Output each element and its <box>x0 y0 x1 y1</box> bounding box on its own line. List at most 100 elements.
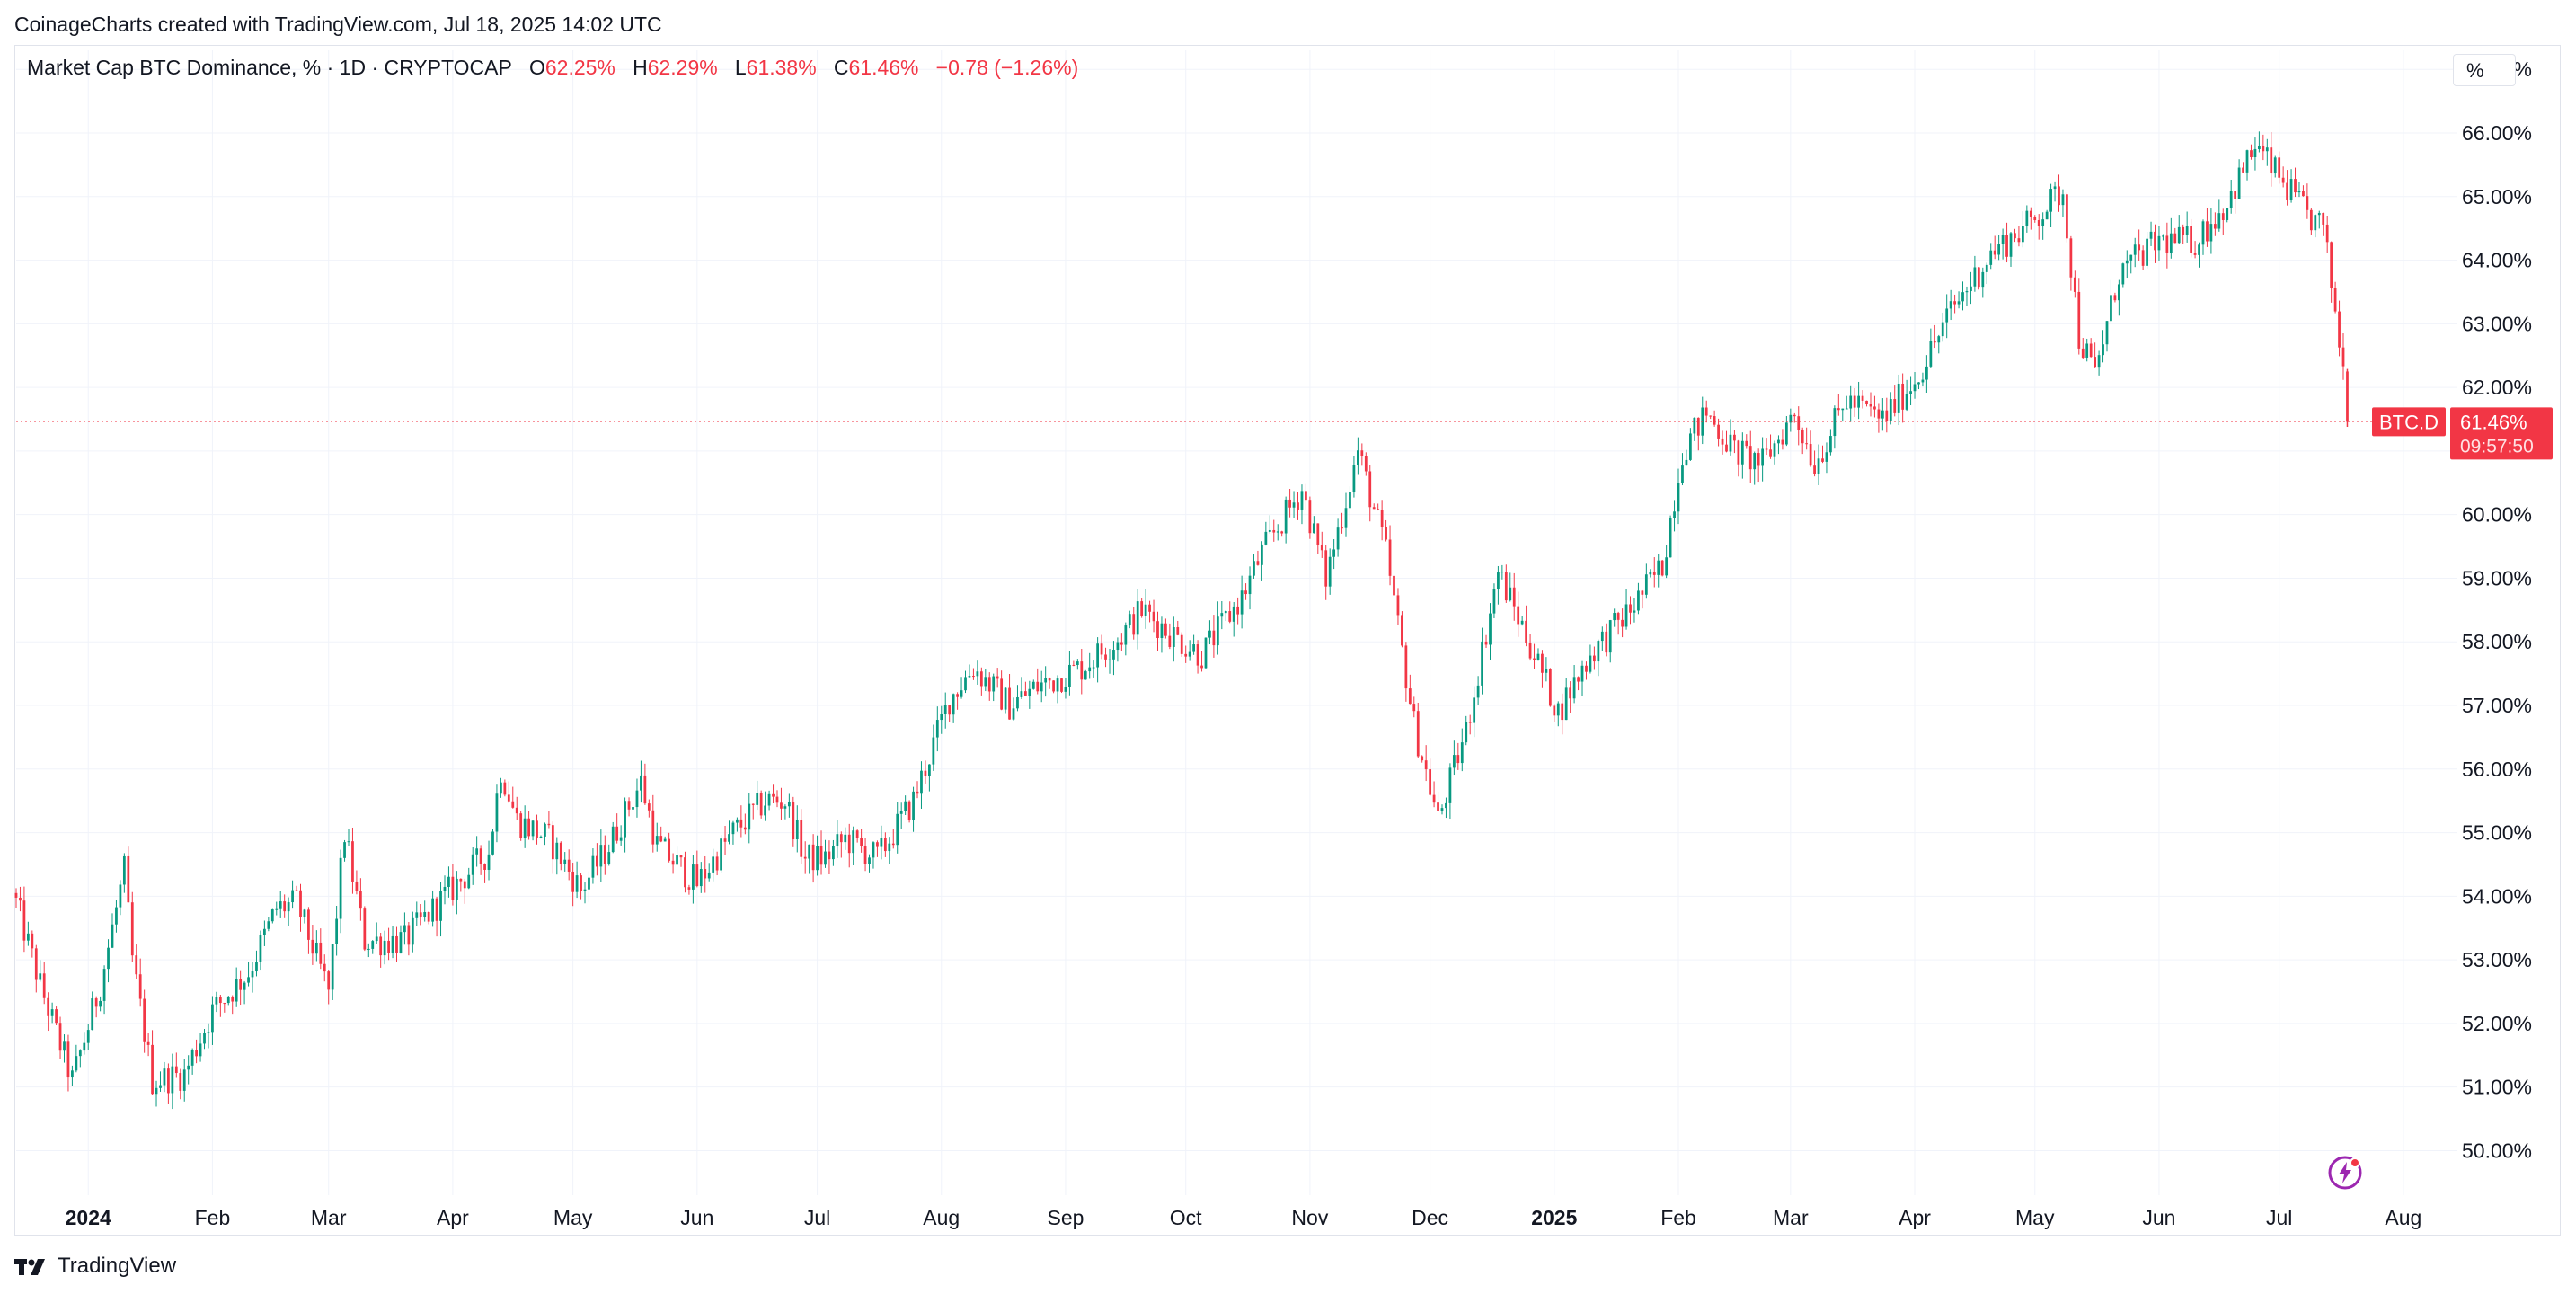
candle-body <box>78 1050 82 1057</box>
candle <box>1500 564 1504 580</box>
candle <box>295 885 298 891</box>
candle <box>190 1048 194 1075</box>
candle <box>1240 575 1244 629</box>
candle <box>1757 448 1760 483</box>
candle <box>2061 189 2065 217</box>
candle-body <box>588 877 590 890</box>
candle-body <box>500 782 502 794</box>
candle <box>996 668 999 688</box>
candle-body <box>403 925 406 933</box>
candle <box>1336 518 1340 557</box>
candle-body <box>1489 613 1492 645</box>
brand[interactable]: TradingView <box>14 1254 176 1279</box>
candle <box>1437 792 1439 812</box>
candle <box>1160 616 1164 653</box>
candle <box>1356 437 1359 475</box>
candle <box>1244 583 1247 600</box>
y-tick-label: 64.00% <box>2462 249 2532 272</box>
candle-body <box>1152 611 1155 622</box>
candle <box>463 878 466 904</box>
candle <box>580 873 582 900</box>
candle <box>1945 294 1949 339</box>
candle-body <box>2053 186 2057 190</box>
candle-body <box>1096 643 1100 668</box>
candle-body <box>1228 611 1232 622</box>
candle-body <box>66 1041 70 1078</box>
candle <box>659 826 663 843</box>
candle-body <box>443 886 447 891</box>
candle <box>1060 678 1063 694</box>
candle <box>591 848 595 884</box>
candle-body <box>395 935 398 953</box>
candle <box>515 796 518 820</box>
candle-body <box>880 838 883 847</box>
candle <box>231 995 235 1015</box>
candle <box>2281 166 2285 188</box>
candle <box>187 1055 190 1085</box>
candle-body <box>1349 492 1351 509</box>
candle-body <box>663 838 667 842</box>
candle-body <box>1973 267 1977 287</box>
candle-body <box>1945 308 1949 323</box>
candle-body <box>783 806 787 809</box>
candle-body <box>1016 696 1019 709</box>
percent-scale-button[interactable]: % <box>2453 54 2516 86</box>
candle-body <box>1100 643 1103 655</box>
candle <box>1200 651 1203 672</box>
candle <box>319 928 323 970</box>
candle-body <box>1497 572 1500 589</box>
candle-body <box>916 791 919 794</box>
candle <box>1941 312 1944 342</box>
candle-body <box>547 823 551 826</box>
candle <box>323 954 326 982</box>
candle <box>1108 648 1111 674</box>
candle-body <box>1393 575 1395 596</box>
candle-body <box>1873 406 1876 410</box>
candle-body <box>756 793 759 805</box>
candle <box>972 668 975 680</box>
candle-body <box>1056 678 1059 692</box>
candle <box>976 660 979 685</box>
candle-body <box>1548 669 1552 706</box>
candle-body <box>1028 688 1031 696</box>
candle-body <box>2169 233 2173 253</box>
candle <box>1440 804 1444 815</box>
candle-body <box>1264 531 1268 545</box>
candle <box>2213 212 2217 236</box>
candle-body <box>632 807 634 810</box>
candle-body <box>239 978 243 990</box>
candle <box>1168 623 1172 650</box>
candle <box>2278 151 2281 184</box>
candle-body <box>1644 574 1648 595</box>
lightning-icon[interactable] <box>2327 1155 2363 1191</box>
candle-body <box>1957 301 1961 305</box>
candle-body <box>1509 587 1512 601</box>
candle-body <box>483 864 486 870</box>
y-tick-label: 62.00% <box>2462 376 2532 399</box>
candle-body <box>130 902 134 956</box>
candle <box>331 944 334 1001</box>
candle <box>167 1063 170 1104</box>
candle-body <box>2089 343 2093 358</box>
candle-body <box>883 838 887 852</box>
candle-body <box>808 844 811 859</box>
candle <box>2341 333 2345 380</box>
candle <box>1704 400 1708 423</box>
candle <box>263 920 266 946</box>
candle-body <box>1616 613 1620 620</box>
candle-body <box>515 807 518 814</box>
candle <box>1533 643 1536 669</box>
candle <box>912 786 915 832</box>
candle-body <box>1253 561 1255 576</box>
candle-body <box>1160 623 1164 638</box>
candle-body <box>14 892 18 898</box>
candle-body <box>684 857 686 888</box>
candle-body <box>91 998 94 1031</box>
candle <box>218 995 222 1017</box>
candle <box>739 805 743 838</box>
legend-open: 62.25% <box>544 56 615 79</box>
x-tick-label: Jun <box>2142 1206 2175 1229</box>
candle <box>2289 169 2293 203</box>
candle <box>1284 496 1288 544</box>
